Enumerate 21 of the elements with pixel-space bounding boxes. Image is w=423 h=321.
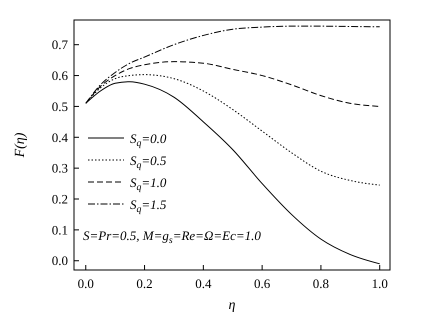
- x-tick-label: 1.0: [372, 276, 388, 291]
- x-tick-label: 0.4: [195, 276, 212, 291]
- y-tick-label: 0.0: [52, 253, 68, 268]
- y-tick-label: 0.4: [52, 130, 68, 145]
- x-tick-label: 0.0: [78, 276, 94, 291]
- y-tick-label: 0.2: [52, 192, 68, 207]
- x-tick-label: 0.8: [312, 276, 330, 291]
- annotation: S=Pr=0.5, M=g$_{s}$=Re=Ω=Ec=1.0: [83, 228, 262, 246]
- legend-label: S$_{q}$=1.5: [130, 197, 167, 215]
- y-tick-label: 0.5: [52, 98, 68, 114]
- legend-label: S$_{q}$=0.0: [130, 131, 167, 149]
- legend-label: S$_{q}$=0.5: [130, 153, 167, 171]
- y-tick-label: 0.3: [52, 160, 68, 176]
- y-axis-title: F(η): [13, 132, 28, 158]
- y-tick-label: 0.1: [52, 222, 68, 238]
- y-tick-label: 0.6: [52, 68, 68, 84]
- y-tick-label: 0.7: [52, 37, 68, 52]
- legend-label: S$_{q}$=1.0: [130, 175, 167, 193]
- x-tick-label: 0.6: [254, 276, 271, 291]
- x-tick-label: 0.2: [136, 276, 153, 291]
- x-axis-title: η: [228, 298, 236, 313]
